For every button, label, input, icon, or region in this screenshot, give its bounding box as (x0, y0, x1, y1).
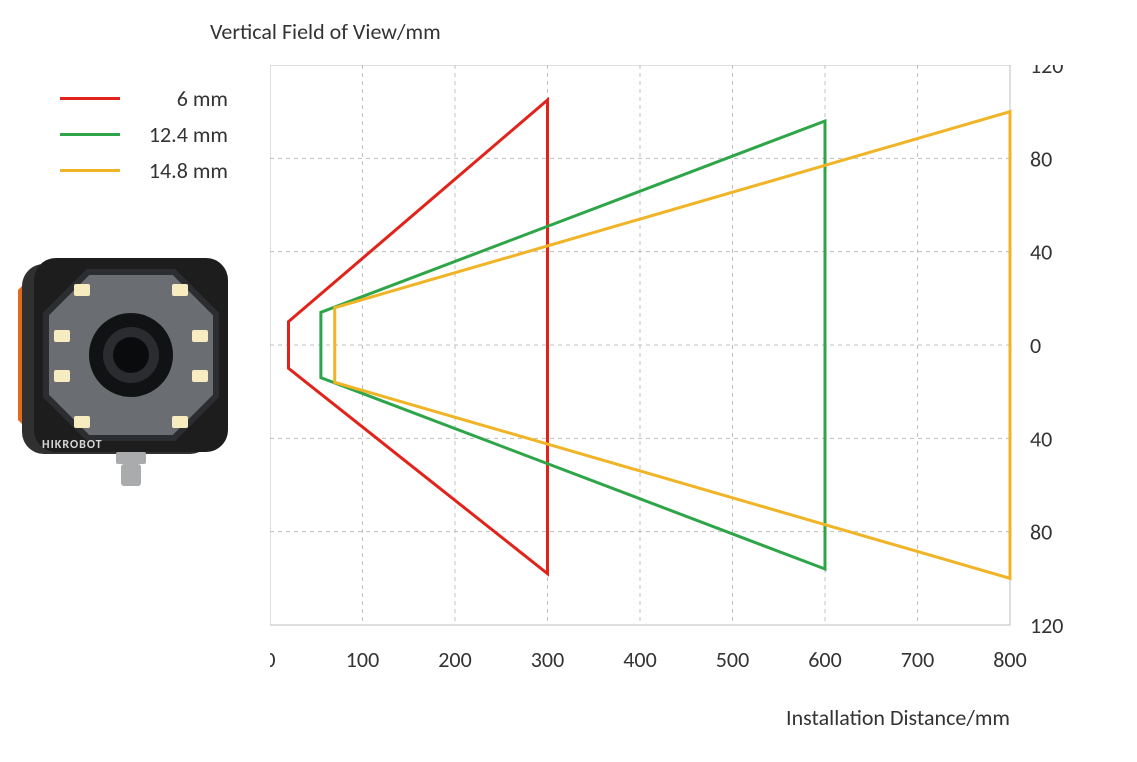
page: Vertical Field of View/mm 6 mm 12.4 mm 1… (0, 0, 1137, 762)
chart-svg: 0100200300400500600700800120804004080120… (270, 65, 1130, 745)
svg-text:40: 40 (1030, 425, 1052, 452)
svg-text:0: 0 (270, 646, 276, 673)
legend-label-12mm: 12.4 mm (138, 121, 228, 148)
svg-text:40: 40 (1030, 239, 1052, 266)
legend-swatch-6mm (60, 97, 120, 100)
fov-chart: 0100200300400500600700800120804004080120… (270, 65, 1130, 745)
legend-item-12mm: 12.4 mm (60, 116, 228, 152)
svg-text:80: 80 (1030, 519, 1052, 546)
legend: 6 mm 12.4 mm 14.8 mm (60, 80, 228, 188)
legend-label-6mm: 6 mm (138, 85, 228, 112)
chart-title: Vertical Field of View/mm (210, 18, 441, 45)
legend-swatch-14mm (60, 169, 120, 172)
svg-text:Installation Distance/mm: Installation Distance/mm (786, 704, 1010, 731)
svg-text:120: 120 (1030, 65, 1063, 79)
legend-label-14mm: 14.8 mm (138, 157, 228, 184)
svg-text:200: 200 (438, 646, 471, 673)
svg-text:80: 80 (1030, 145, 1052, 172)
svg-text:600: 600 (808, 646, 841, 673)
svg-text:800: 800 (993, 646, 1026, 673)
svg-text:400: 400 (623, 646, 656, 673)
svg-text:0: 0 (1030, 332, 1041, 359)
legend-swatch-12mm (60, 133, 120, 136)
svg-text:700: 700 (901, 646, 934, 673)
svg-text:120: 120 (1030, 612, 1063, 639)
camera-brand: HIKROBOT (42, 438, 103, 452)
svg-text:100: 100 (346, 646, 379, 673)
camera-illustration: HIKROBOT (10, 230, 250, 490)
legend-item-6mm: 6 mm (60, 80, 228, 116)
camera-svg: HIKROBOT (10, 230, 250, 490)
legend-item-14mm: 14.8 mm (60, 152, 228, 188)
camera-lens-glass (113, 337, 149, 373)
camera-connector (121, 464, 141, 486)
svg-text:500: 500 (716, 646, 749, 673)
camera-connector-base (116, 452, 146, 464)
svg-text:300: 300 (531, 646, 564, 673)
